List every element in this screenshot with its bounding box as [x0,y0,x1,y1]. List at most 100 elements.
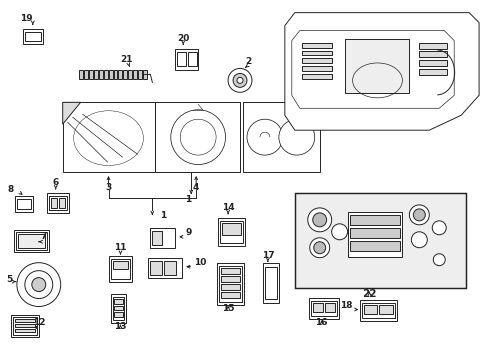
Bar [218,218,244,246]
Bar [308,298,338,319]
Text: 12: 12 [33,319,45,328]
Bar [15,324,35,328]
Bar [150,228,175,248]
Bar [108,71,112,80]
Bar [113,298,123,303]
Text: 18: 18 [339,301,352,310]
Bar [23,28,42,44]
Text: 2: 2 [244,58,251,67]
Bar [263,263,278,302]
Bar [16,232,47,250]
Bar [79,71,82,80]
Bar [128,71,132,80]
Bar [15,196,33,212]
Bar [301,42,331,48]
Text: 11: 11 [114,243,126,252]
Bar [188,53,197,67]
Bar [164,261,176,275]
Circle shape [312,213,326,227]
Bar [113,71,117,80]
Bar [15,319,35,323]
Bar [349,215,400,225]
Bar [133,71,137,80]
Bar [112,297,124,320]
Bar [14,230,49,252]
Bar [155,102,240,172]
Bar [219,266,242,302]
Bar [99,71,102,80]
Polygon shape [291,31,453,108]
Polygon shape [62,102,81,124]
Bar [301,50,331,55]
Text: 19: 19 [20,14,32,23]
Circle shape [313,242,325,254]
Bar [49,196,66,210]
Bar [88,71,92,80]
Bar [419,69,447,75]
Bar [62,102,155,172]
Text: 15: 15 [222,305,234,314]
Bar [148,258,182,278]
Bar [419,51,447,58]
Circle shape [180,119,216,155]
Text: 10: 10 [194,258,206,267]
Circle shape [237,77,243,84]
Text: 4: 4 [193,183,199,192]
Circle shape [307,208,331,232]
Bar [175,49,198,71]
Bar [47,193,68,213]
Bar [108,256,132,282]
Ellipse shape [170,110,225,165]
Bar [123,71,127,80]
Circle shape [309,238,329,258]
Bar [324,302,334,312]
Bar [222,223,241,235]
Bar [13,318,37,336]
Bar [138,71,142,80]
Bar [301,75,331,80]
Bar [103,71,107,80]
Text: 8: 8 [8,185,14,194]
Circle shape [17,263,61,306]
Bar [118,71,122,80]
Bar [150,261,162,275]
Text: 14: 14 [221,203,234,212]
Bar [221,268,240,274]
Text: 21: 21 [120,55,132,64]
Bar [294,193,465,288]
Bar [349,241,400,251]
Circle shape [32,278,46,292]
Bar [113,306,123,310]
Circle shape [410,232,427,248]
Text: 1: 1 [160,211,166,220]
Circle shape [431,221,446,235]
Bar [310,301,336,316]
Bar [419,60,447,67]
Bar [221,276,240,282]
Bar [112,261,128,269]
Bar [113,312,123,318]
Bar [152,231,162,245]
Bar [110,293,126,323]
Bar [51,198,57,208]
Bar [347,212,402,257]
Circle shape [432,254,444,266]
Bar [59,198,64,208]
Text: 1: 1 [185,195,191,204]
Bar [363,305,377,315]
Circle shape [233,73,246,87]
Text: 22: 22 [362,289,376,298]
Bar [221,292,240,298]
Bar [25,32,41,41]
Text: 6: 6 [53,178,59,187]
Bar [11,315,39,337]
Bar [17,199,31,209]
Bar [359,300,397,321]
Bar [301,67,331,71]
Bar [83,71,87,80]
Text: 13: 13 [114,323,126,332]
Bar [18,234,45,248]
Bar [177,53,186,67]
Bar [143,71,147,80]
Polygon shape [285,13,478,130]
